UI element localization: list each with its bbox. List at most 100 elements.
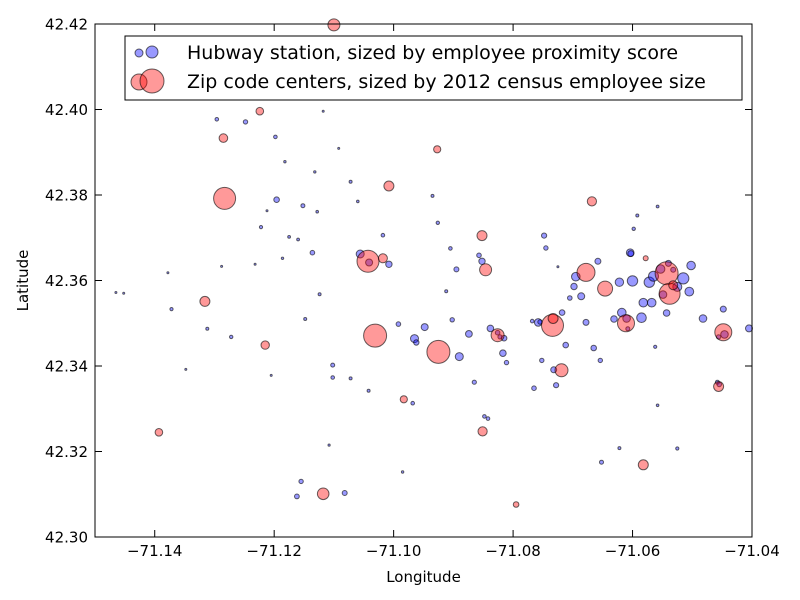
zip-code-center-point bbox=[399, 395, 408, 404]
hubway-station-point bbox=[556, 265, 560, 269]
legend-marker-large bbox=[145, 45, 159, 59]
hubway-station-point bbox=[543, 245, 549, 251]
legend-entry-hubway: Hubway station, sized by employee proxim… bbox=[134, 42, 678, 64]
hubway-station-point bbox=[716, 381, 723, 388]
hubway-station-point bbox=[296, 237, 301, 242]
x-tick-label: −71.06 bbox=[605, 542, 661, 560]
axis-ticks: −71.14 −71.12 −71.10 −71.08 −71.06 −71.04 42.3… bbox=[45, 16, 780, 561]
hubway-station-point bbox=[169, 307, 174, 312]
zip-code-center-point bbox=[637, 459, 649, 471]
zip-code-center-point bbox=[316, 487, 330, 501]
zip-code-center-point bbox=[327, 18, 341, 32]
x-tick-label: −71.04 bbox=[724, 542, 780, 560]
hubway-station-point bbox=[410, 400, 416, 406]
hubway-station-point bbox=[395, 321, 402, 327]
hubway-station-point bbox=[471, 379, 477, 385]
zip-code-center-point bbox=[213, 186, 237, 210]
hubway-station-point bbox=[594, 257, 602, 265]
hubway-station-point bbox=[303, 317, 308, 321]
hubway-station-point bbox=[662, 309, 671, 317]
x-tick-label: −71.10 bbox=[366, 542, 422, 560]
zip-code-center-point bbox=[479, 263, 493, 277]
hubway-station-point bbox=[242, 119, 249, 125]
legend-label: Zip code centers, sized by 2012 census e… bbox=[187, 71, 706, 93]
hubway-station-point bbox=[476, 252, 482, 259]
hubway-station-point bbox=[675, 446, 680, 451]
hubway-station-point bbox=[444, 289, 449, 294]
hubway-station-point bbox=[321, 109, 325, 113]
hubway-station-point bbox=[529, 318, 535, 324]
x-axis-label: Longitude bbox=[386, 568, 461, 586]
hubway-station-point bbox=[590, 344, 598, 352]
hubway-station-point bbox=[614, 277, 625, 287]
zip-code-center-point bbox=[383, 180, 395, 192]
points-layer bbox=[114, 18, 753, 508]
zip-code-center-point bbox=[363, 323, 388, 348]
hubway-station-point bbox=[273, 134, 278, 140]
hubway-station-point bbox=[486, 324, 495, 333]
zip-code-center-point bbox=[654, 261, 679, 286]
hubway-station-point bbox=[465, 330, 473, 338]
hubway-station-point bbox=[643, 276, 655, 288]
zip-code-center-point bbox=[547, 313, 559, 324]
hubway-station-point bbox=[482, 414, 487, 419]
zip-code-center-point bbox=[356, 249, 380, 273]
hubway-station-point bbox=[114, 291, 118, 294]
hubway-station-point bbox=[330, 362, 336, 368]
y-tick-label: 42.34 bbox=[45, 358, 88, 376]
y-tick-label: 42.32 bbox=[45, 443, 88, 461]
hubway-station-point bbox=[380, 232, 386, 238]
hubway-station-point bbox=[258, 225, 264, 230]
x-tick-label: −71.12 bbox=[246, 542, 302, 560]
zip-code-center-point bbox=[377, 253, 388, 264]
legend-entry-zip-code: Zip code centers, sized by 2012 census e… bbox=[130, 68, 706, 94]
hubway-station-point bbox=[531, 385, 537, 392]
hubway-station-point bbox=[698, 314, 708, 323]
hubway-station-point bbox=[627, 250, 635, 258]
hubway-station-point bbox=[610, 315, 618, 323]
hubway-station-point bbox=[348, 179, 353, 184]
hubway-station-point bbox=[337, 146, 341, 150]
hubway-station-point bbox=[553, 382, 560, 389]
hubway-station-point bbox=[253, 262, 257, 266]
legend: Hubway station, sized by employee proxim… bbox=[124, 35, 743, 101]
hubway-station-point bbox=[655, 403, 660, 408]
hubway-station-point bbox=[430, 193, 435, 198]
hubway-station-point bbox=[617, 446, 622, 451]
hubway-station-point bbox=[309, 249, 316, 256]
zip-code-center-point bbox=[554, 363, 569, 378]
hubway-station-point bbox=[214, 117, 220, 122]
y-axis-label: Latitude bbox=[14, 250, 32, 312]
hubway-station-point bbox=[294, 493, 300, 500]
y-tick-label: 42.36 bbox=[45, 272, 88, 290]
hubway-station-point bbox=[229, 334, 234, 340]
zip-code-center-point bbox=[154, 428, 164, 437]
hubway-station-point bbox=[283, 160, 287, 164]
hubway-station-point bbox=[562, 341, 570, 349]
hubway-station-point bbox=[166, 271, 170, 275]
zip-code-center-point bbox=[199, 295, 211, 307]
hubway-station-point bbox=[287, 235, 292, 239]
hubway-station-point bbox=[719, 305, 727, 313]
hubway-station-point bbox=[567, 295, 573, 301]
hubway-station-point bbox=[571, 271, 581, 282]
hubway-station-point bbox=[413, 339, 420, 346]
zip-code-center-point bbox=[586, 196, 598, 207]
hubway-station-point bbox=[366, 388, 371, 393]
hubway-station-point bbox=[341, 490, 348, 496]
zip-code-center-point bbox=[490, 328, 505, 343]
hubway-station-point bbox=[570, 282, 578, 291]
legend-marker-large bbox=[139, 68, 165, 94]
hubway-station-point bbox=[365, 258, 374, 267]
hubway-station-point bbox=[317, 292, 322, 297]
hubway-station-point bbox=[220, 264, 224, 268]
hubway-station-point bbox=[577, 292, 586, 301]
x-tick-label: −71.14 bbox=[127, 542, 183, 560]
hubway-station-point bbox=[558, 309, 566, 316]
zip-code-center-point bbox=[433, 145, 442, 154]
hubway-station-point bbox=[448, 246, 453, 251]
y-tick-label: 42.40 bbox=[45, 101, 88, 119]
zip-code-center-point bbox=[260, 340, 270, 350]
zip-code-center-point bbox=[642, 255, 649, 262]
